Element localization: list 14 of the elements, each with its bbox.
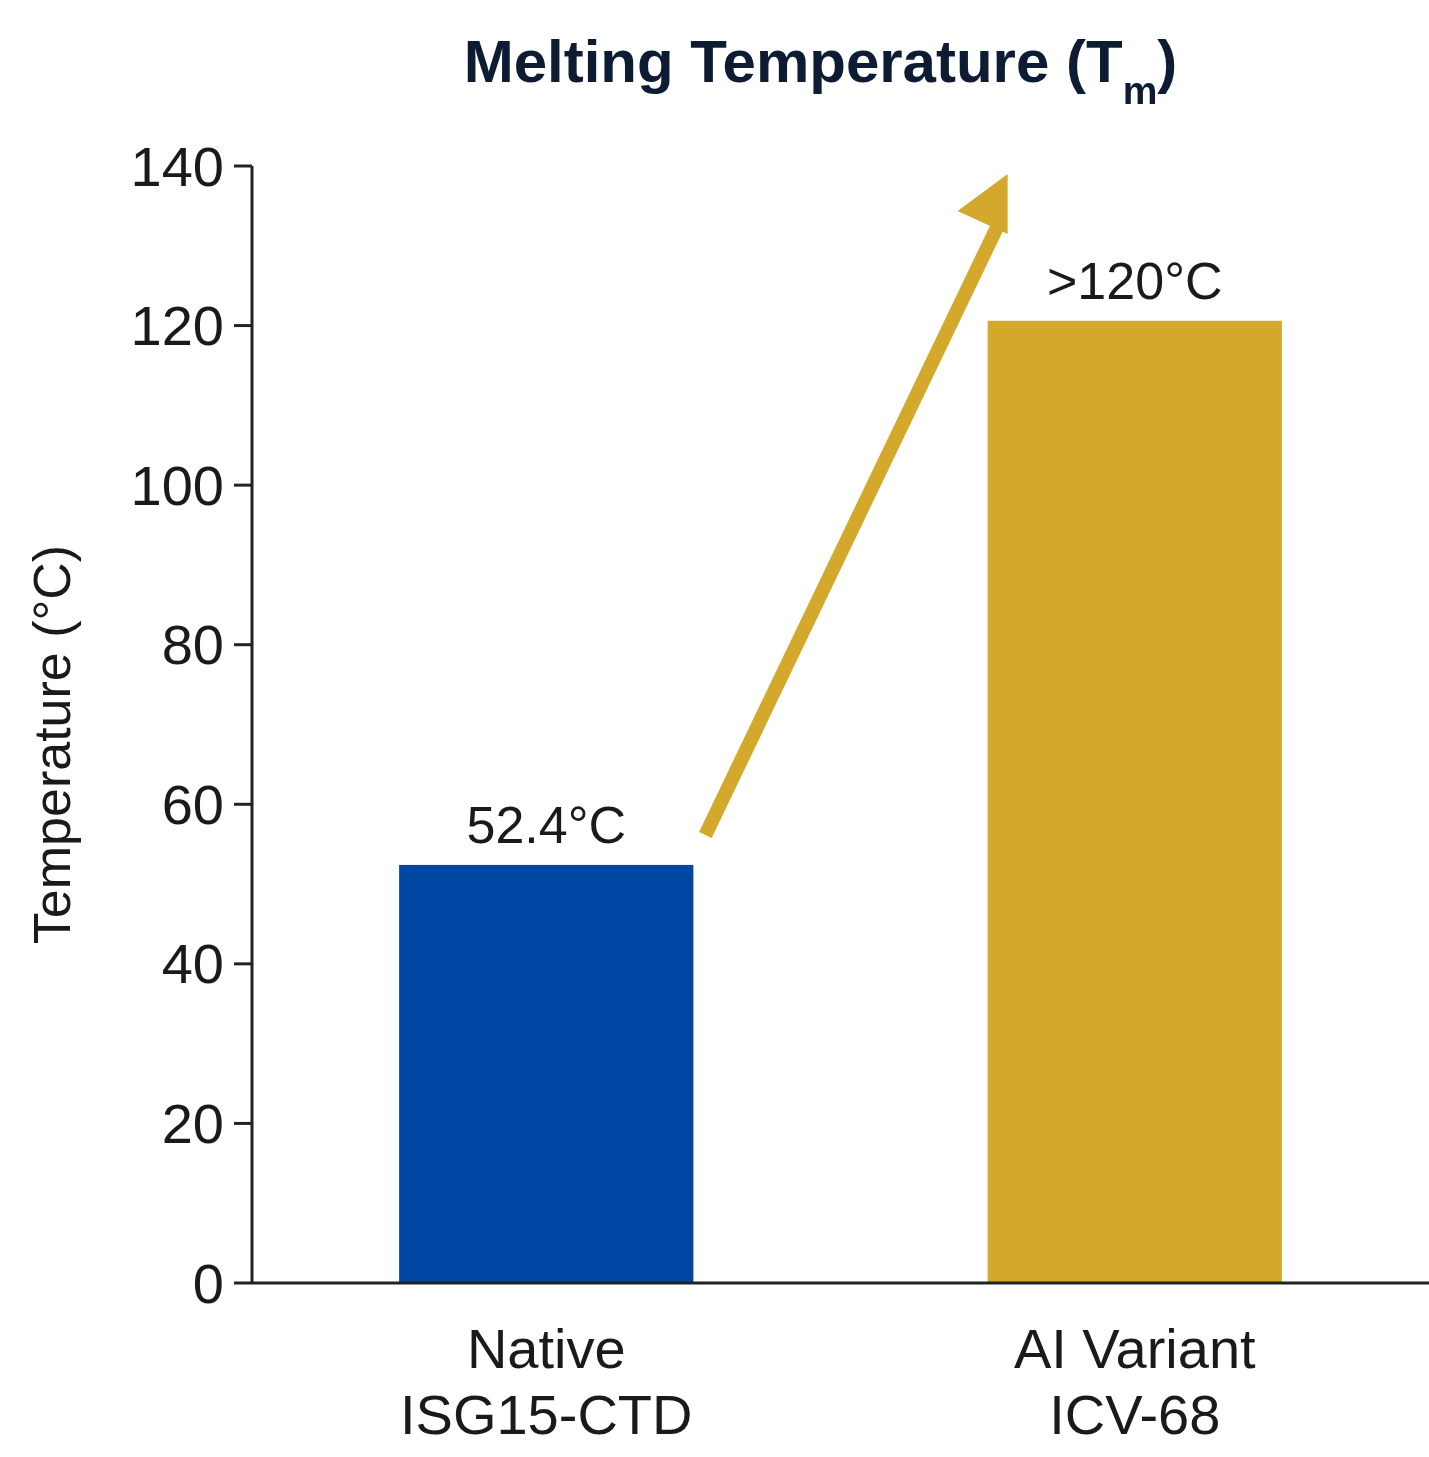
y-tick-label: 60 [161, 772, 224, 836]
y-tick-label: 0 [192, 1251, 224, 1315]
chart-title: Melting Temperature (T$_{m}$) [463, 28, 1178, 112]
x-tick-label: AI Variant ICV-68 [1013, 1317, 1257, 1446]
y-tick-label: 40 [161, 932, 224, 996]
y-axis-title: Temperature (°C) [23, 544, 81, 945]
data-label: >120°C [1047, 251, 1223, 310]
x-tick-label: Native ISG15-CTD [400, 1317, 693, 1446]
data-label: 52.4°C [466, 795, 627, 854]
y-tick-label: 120 [130, 294, 224, 358]
y-tick-label: 80 [161, 613, 224, 677]
y-tick-label: 140 [130, 134, 224, 198]
y-tick-label: 20 [161, 1092, 224, 1156]
y-tick-label: 100 [130, 453, 224, 517]
